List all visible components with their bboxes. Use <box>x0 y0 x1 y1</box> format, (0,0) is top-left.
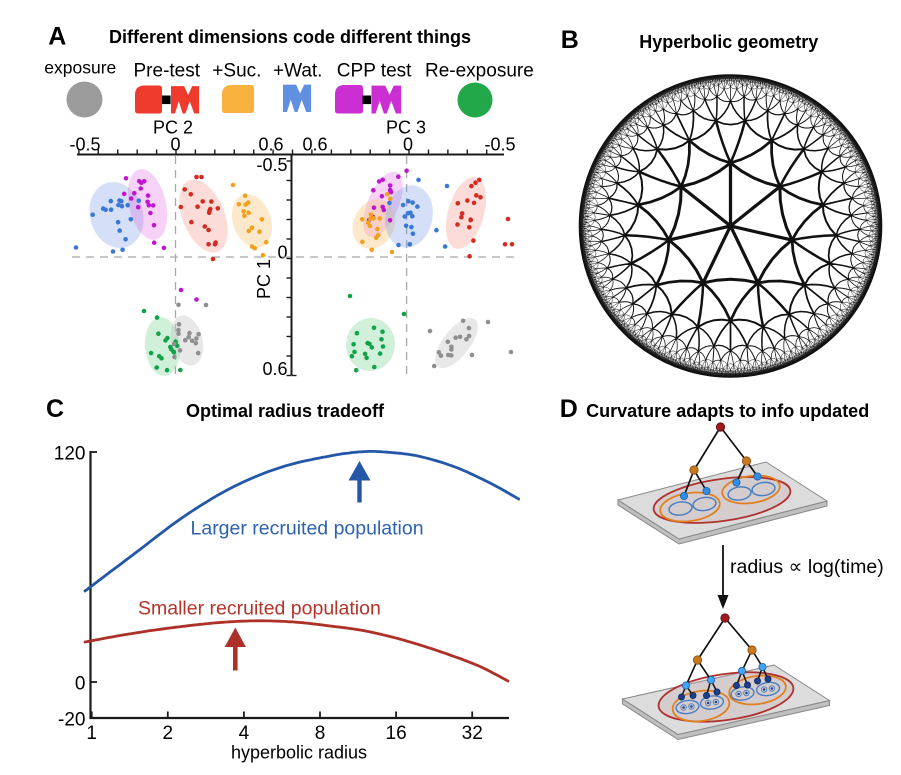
svg-text:32: 32 <box>462 723 483 744</box>
svg-text:exposure: exposure <box>44 57 116 77</box>
svg-text:0: 0 <box>403 135 413 155</box>
svg-text:Larger recruited population: Larger recruited population <box>191 518 424 540</box>
svg-text:Smaller recruited population: Smaller recruited population <box>138 598 381 620</box>
svg-text:PC 2: PC 2 <box>153 118 193 138</box>
svg-text:C: C <box>46 395 64 423</box>
svg-text:-20: -20 <box>58 710 85 731</box>
svg-text:Re-exposure: Re-exposure <box>425 61 534 82</box>
svg-text:+Suc.: +Suc. <box>212 61 261 82</box>
svg-text:PC 3: PC 3 <box>386 118 426 138</box>
svg-text:Pre-test: Pre-test <box>134 61 201 82</box>
svg-text:radius ∝ log(time): radius ∝ log(time) <box>730 556 884 578</box>
svg-text:-0.5: -0.5 <box>69 135 100 155</box>
svg-text:D: D <box>560 395 578 423</box>
svg-text:hyperbolic radius: hyperbolic radius <box>231 743 367 763</box>
svg-text:0.6: 0.6 <box>258 135 283 155</box>
svg-text:Curvature adapts to info updat: Curvature adapts to info updated <box>586 401 869 421</box>
svg-text:Different dimensions code diff: Different dimensions code different thin… <box>109 27 471 47</box>
svg-text:A: A <box>48 23 66 51</box>
svg-text:0.6: 0.6 <box>302 135 327 155</box>
svg-text:CPP test: CPP test <box>337 61 412 82</box>
svg-text:0: 0 <box>170 135 180 155</box>
svg-text:0: 0 <box>75 674 86 695</box>
svg-text:1: 1 <box>86 723 97 744</box>
svg-text:B: B <box>561 26 579 54</box>
svg-text:0.6: 0.6 <box>262 359 287 379</box>
svg-text:16: 16 <box>386 723 407 744</box>
svg-text:+Wat.: +Wat. <box>273 61 322 82</box>
svg-text:Hyperbolic geometry: Hyperbolic geometry <box>639 32 818 52</box>
svg-text:120: 120 <box>54 444 86 465</box>
svg-text:2: 2 <box>163 723 174 744</box>
svg-text:Optimal radius tradeoff: Optimal radius tradeoff <box>186 401 385 421</box>
svg-text:-0.5: -0.5 <box>256 155 287 175</box>
svg-text:-0.5: -0.5 <box>484 135 515 155</box>
svg-text:PC 1: PC 1 <box>254 259 274 299</box>
svg-text:0: 0 <box>277 243 287 263</box>
svg-text:8: 8 <box>315 723 326 744</box>
svg-text:4: 4 <box>239 723 250 744</box>
